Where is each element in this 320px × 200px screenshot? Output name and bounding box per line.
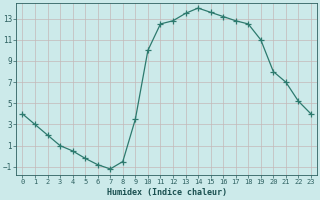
X-axis label: Humidex (Indice chaleur): Humidex (Indice chaleur) [107, 188, 227, 197]
